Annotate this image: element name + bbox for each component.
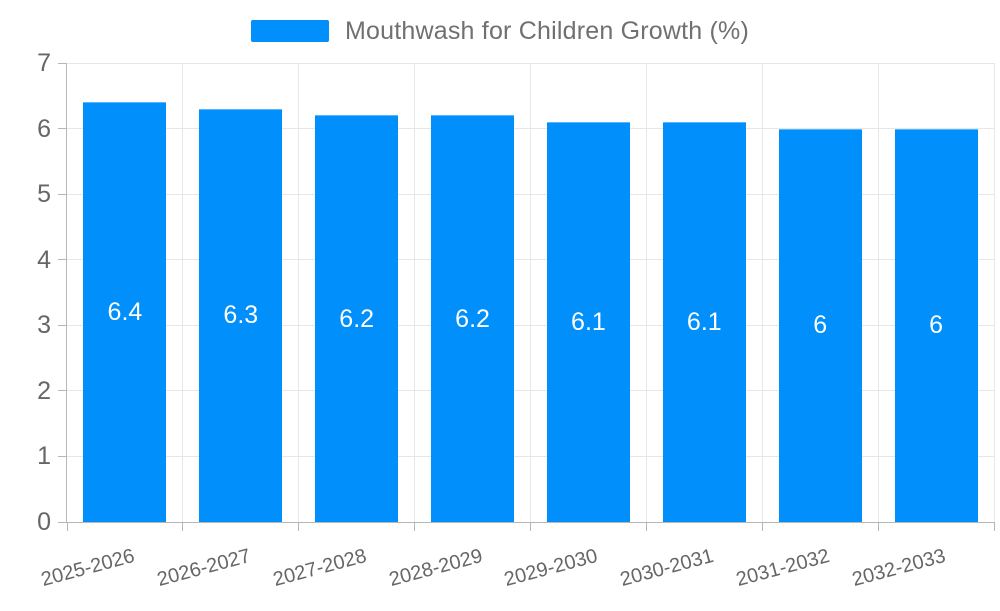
x-axis-tick — [877, 522, 879, 531]
legend-swatch-icon — [251, 20, 330, 42]
bar-value-label: 6.1 — [571, 307, 606, 336]
x-gridline — [530, 63, 531, 522]
x-gridline — [298, 63, 300, 522]
y-axis-tick — [58, 324, 66, 326]
x-gridline — [645, 63, 647, 522]
y-axis-line — [66, 63, 67, 522]
x-axis-tick — [414, 522, 416, 531]
x-axis-tick — [761, 522, 763, 531]
bar[interactable]: 6.4 — [83, 102, 167, 522]
bar[interactable]: 6.1 — [546, 122, 630, 522]
bar-value-label: 6.2 — [339, 304, 375, 333]
y-axis-label: 2 — [37, 376, 51, 405]
plot-area: 6.4 6.3 6.2 6.2 6.1 6.1 6 6 0 1 2 3 4 5 6 7 2025-2026 20… — [37, 49, 995, 591]
y-axis-tick — [58, 62, 66, 64]
x-axis-tick — [66, 522, 68, 531]
bar-value-label: 6.4 — [107, 298, 143, 327]
x-gridline — [182, 63, 184, 522]
y-axis-tick — [58, 193, 66, 195]
y-axis-tick — [58, 455, 66, 457]
x-axis-tick — [993, 522, 995, 531]
x-gridline — [414, 63, 416, 522]
y-axis-label: 6 — [37, 114, 51, 143]
bar[interactable]: 6 — [778, 128, 862, 522]
x-axis-tick — [645, 522, 647, 531]
bar-value-label: 6 — [813, 311, 828, 340]
bar-value-label: 6 — [929, 311, 944, 340]
x-axis-tick — [530, 522, 531, 531]
y-axis-tick — [58, 259, 66, 261]
bar-value-label: 6.2 — [455, 304, 490, 333]
x-gridline — [877, 63, 879, 522]
x-axis-tick — [298, 522, 300, 531]
bar-value-label: 6.1 — [686, 307, 722, 336]
x-gridline — [761, 63, 763, 522]
bar[interactable]: 6 — [894, 128, 978, 522]
bar[interactable]: 6.2 — [431, 115, 515, 522]
x-gridline — [993, 63, 995, 522]
y-axis-tick — [58, 390, 66, 392]
y-axis-label: 4 — [37, 245, 51, 274]
x-axis-tick — [182, 522, 184, 531]
y-axis-label: 7 — [37, 49, 51, 77]
bar[interactable]: 6.3 — [199, 108, 283, 522]
bar-value-label: 6.3 — [223, 301, 259, 330]
y-axis-label: 3 — [37, 311, 51, 340]
bar[interactable]: 6.1 — [662, 122, 746, 522]
y-axis-tick — [58, 128, 66, 130]
y-axis-tick — [58, 521, 66, 523]
y-axis-label: 0 — [37, 508, 51, 536]
legend-label: Mouthwash for Children Growth (%) — [345, 16, 749, 45]
bar[interactable]: 6.2 — [315, 115, 399, 522]
y-axis-label: 5 — [37, 180, 51, 209]
y-axis-label: 1 — [37, 442, 51, 471]
legend[interactable]: Mouthwash for Children Growth (%) — [0, 14, 1000, 48]
